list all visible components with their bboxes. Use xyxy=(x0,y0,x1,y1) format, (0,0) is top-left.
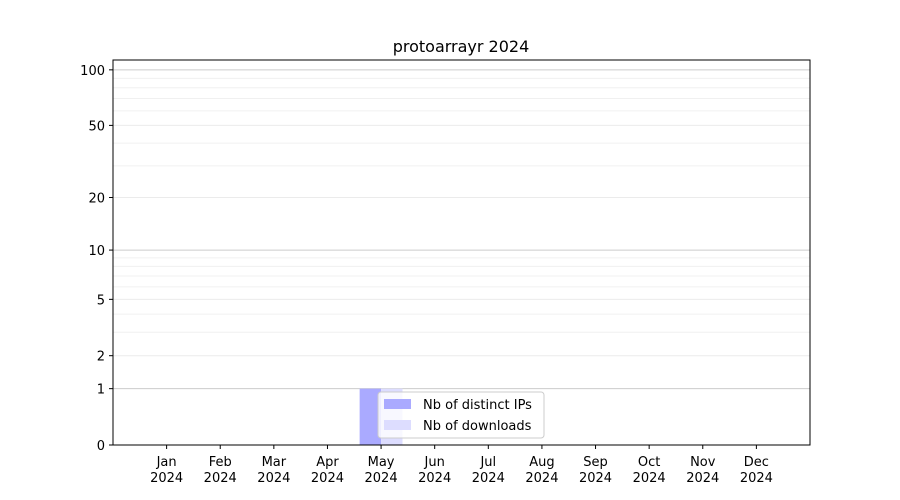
legend-box xyxy=(377,391,545,439)
x-tick-label: May 2024 xyxy=(365,455,398,486)
grid xyxy=(113,69,810,390)
x-tick-label: Aug 2024 xyxy=(525,455,558,486)
y-axis: 0 1 2 5 10 20 50 100 xyxy=(80,64,113,454)
x-tick-label: Jul 2024 xyxy=(472,455,505,486)
x-tick-label: Jan 2024 xyxy=(150,455,183,486)
legend-swatch xyxy=(384,420,411,430)
y-tick-label: 2 xyxy=(97,350,105,365)
y-tick-label: 100 xyxy=(80,64,105,79)
legend-swatch xyxy=(384,399,411,409)
x-tick-label: Sep 2024 xyxy=(579,455,612,486)
legend-label: Nb of downloads xyxy=(423,419,532,434)
y-tick-label: 20 xyxy=(88,192,105,207)
plot-frame xyxy=(112,59,811,446)
y-tick-label: 1 xyxy=(97,383,105,398)
y-tick-label: 0 xyxy=(97,439,105,454)
x-tick-label: Feb 2024 xyxy=(204,455,237,486)
x-tick-label: Dec 2024 xyxy=(740,455,773,486)
y-tick-label: 50 xyxy=(88,119,105,134)
chart-title: protoarrayr 2024 xyxy=(393,37,530,56)
legend: Nb of distinct IPs Nb of downloads xyxy=(377,391,545,439)
x-tick-label: Jun 2024 xyxy=(418,455,451,486)
bar-nb-of-distinct-ips xyxy=(359,388,382,445)
y-tick-label: 5 xyxy=(97,293,105,308)
x-tick-label: Apr 2024 xyxy=(311,455,344,486)
x-tick-label: Oct 2024 xyxy=(633,455,666,486)
x-tick-label: Mar 2024 xyxy=(257,455,290,486)
y-tick-label: 10 xyxy=(88,244,105,259)
x-axis: Jan 2024 Feb 2024 Mar 2024 Apr 2024 May 2024 Jun 20… xyxy=(150,445,773,486)
x-tick-label: Nov 2024 xyxy=(686,455,719,486)
legend-label: Nb of distinct IPs xyxy=(423,398,532,413)
